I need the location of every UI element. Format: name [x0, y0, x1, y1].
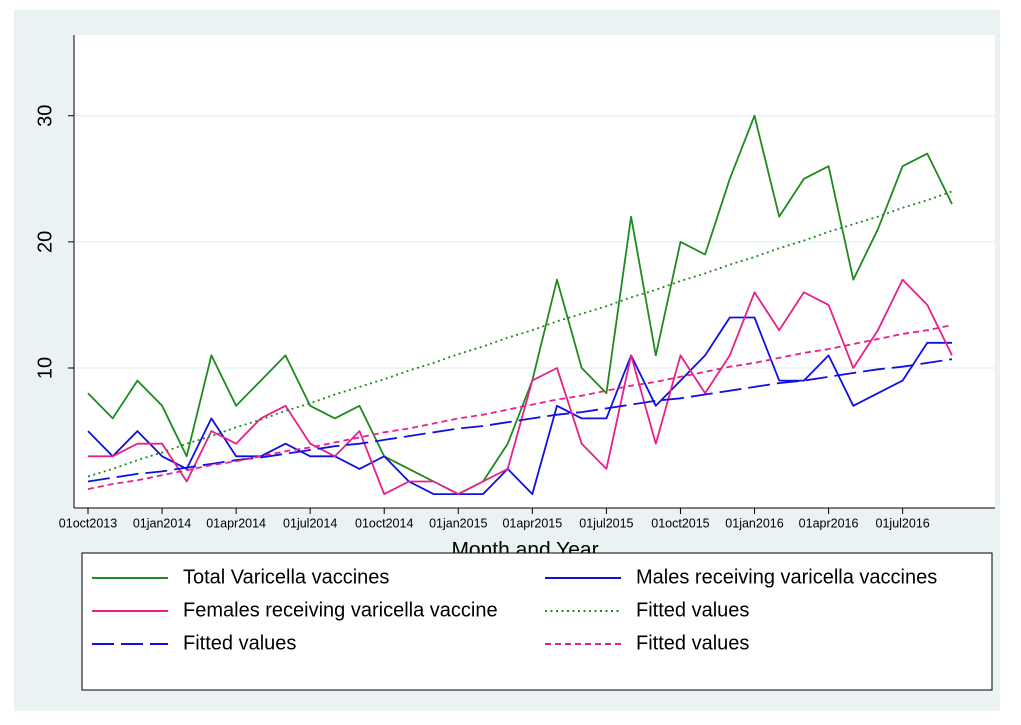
x-tick-label: 01apr2014	[206, 516, 266, 530]
y-tick-label: 10	[34, 357, 56, 379]
x-tick-label: 01oct2015	[651, 516, 709, 530]
x-tick-label: 01apr2015	[502, 516, 562, 530]
plot-region	[74, 35, 995, 508]
y-tick-label: 30	[34, 105, 56, 127]
x-tick-label: 01jul2014	[283, 516, 337, 530]
x-tick-label: 01jul2015	[579, 516, 633, 530]
legend-label: Fitted values	[636, 599, 749, 621]
x-tick-label: 01oct2014	[355, 516, 413, 530]
series-line	[87, 114, 953, 495]
x-tick-label: 01jul2016	[876, 516, 930, 530]
legend-label: Males receiving varicella vaccines	[636, 566, 937, 588]
y-tick-label: 20	[34, 231, 56, 253]
legend-box	[81, 552, 993, 691]
x-tick-label: 01apr2016	[799, 516, 859, 530]
series-line	[87, 358, 953, 483]
legend: Total Varicella vaccines Males receiving …	[92, 566, 937, 654]
legend-label: Fitted values	[636, 632, 749, 654]
x-tick-label: 01oct2013	[59, 516, 117, 530]
x-tick-label: 01jan2015	[429, 516, 487, 530]
legend-label: Total Varicella vaccines	[183, 566, 389, 588]
x-tick-label: 01jan2014	[133, 516, 191, 530]
series-line	[87, 316, 952, 495]
series-line	[87, 324, 953, 490]
series-lines	[87, 114, 953, 495]
legend-label: Females receiving varicella vaccine	[183, 599, 498, 621]
axis-labels: 10 20 30 01oct2013 01jan2014 01apr2014 01jul20…	[34, 105, 930, 531]
x-tick-label: 01jan2016	[725, 516, 783, 530]
series-line	[88, 278, 953, 495]
legend-label: Fitted values	[183, 632, 296, 654]
